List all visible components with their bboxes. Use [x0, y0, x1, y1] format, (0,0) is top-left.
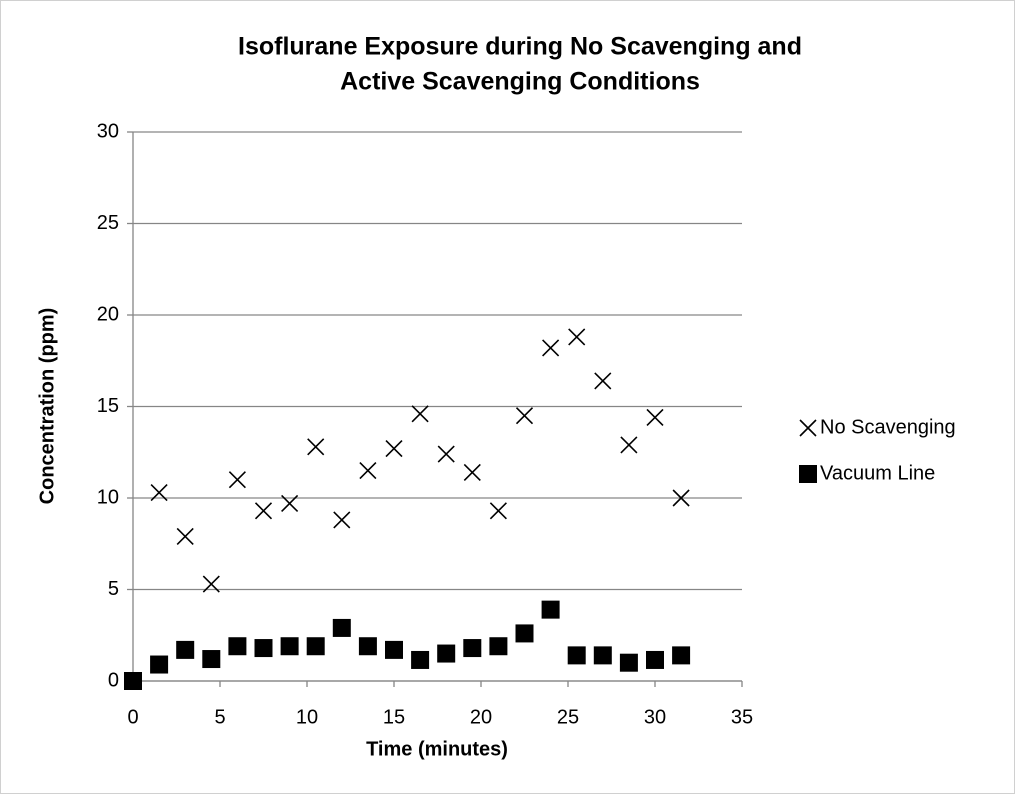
- data-point: [150, 655, 169, 674]
- data-point: [594, 372, 612, 390]
- data-point: [202, 575, 220, 593]
- y-tick-label: 10: [97, 486, 119, 508]
- x-axis-title: Time (minutes): [366, 738, 508, 760]
- data-point: [385, 440, 403, 458]
- x-tick-label: 15: [383, 706, 405, 728]
- x-tick-label: 10: [296, 706, 318, 728]
- data-point: [176, 640, 195, 659]
- data-point: [307, 438, 325, 456]
- data-point: [489, 637, 508, 656]
- x-tick-label: 5: [214, 706, 225, 728]
- data-point: [202, 650, 221, 669]
- data-point: [359, 461, 377, 480]
- data-point: [489, 502, 507, 520]
- y-axis-title: Concentration (ppm): [36, 308, 58, 505]
- data-point: [619, 653, 638, 672]
- data-point: [333, 511, 351, 529]
- data-point: [358, 637, 377, 656]
- data-point: [437, 445, 455, 463]
- x-tick-label: 20: [470, 706, 492, 728]
- data-point: [385, 640, 403, 659]
- y-tick-label: 25: [97, 212, 119, 234]
- legend-label: No Scavenging: [820, 416, 956, 438]
- data-point: [437, 644, 456, 663]
- data-point: [568, 328, 586, 346]
- data-point: [228, 471, 246, 489]
- chart-title: Isoflurane Exposure during No Scavenging…: [238, 33, 802, 61]
- data-point: [620, 436, 638, 454]
- data-point: [176, 527, 194, 545]
- data-point: [306, 637, 325, 656]
- data-point: [672, 646, 691, 665]
- x-tick-label: 0: [127, 706, 138, 728]
- data-point: [463, 639, 482, 658]
- data-point: [515, 624, 534, 643]
- data-point: [542, 339, 560, 357]
- data-point: [646, 650, 664, 669]
- x-tick-label: 35: [731, 706, 753, 728]
- data-point: [567, 646, 586, 665]
- data-point: [411, 405, 429, 423]
- legend-label: Vacuum Line: [820, 462, 935, 484]
- x-tick-label: 25: [557, 706, 579, 728]
- data-point: [515, 407, 534, 425]
- data-point: [228, 637, 247, 656]
- data-point: [672, 489, 690, 507]
- data-point: [150, 483, 168, 502]
- data-point: [281, 494, 299, 513]
- data-point: [124, 672, 142, 690]
- y-tick-label: 20: [97, 303, 119, 325]
- data-point: [541, 600, 560, 619]
- y-tick-label: 5: [108, 578, 119, 600]
- data-point: [646, 408, 664, 427]
- data-point: [463, 463, 481, 481]
- y-tick-label: 15: [97, 395, 119, 417]
- y-tick-label: 30: [97, 120, 119, 142]
- data-point: [411, 650, 430, 669]
- legend-marker: [799, 465, 817, 483]
- data-point: [254, 639, 273, 658]
- x-tick-label: 30: [644, 706, 666, 728]
- data-point: [254, 502, 273, 520]
- legend-marker: [799, 419, 817, 437]
- data-point: [332, 618, 351, 637]
- data-point: [593, 646, 612, 665]
- data-point: [280, 637, 299, 656]
- y-tick-label: 0: [108, 669, 119, 691]
- chart-title: Active Scavenging Conditions: [340, 68, 700, 96]
